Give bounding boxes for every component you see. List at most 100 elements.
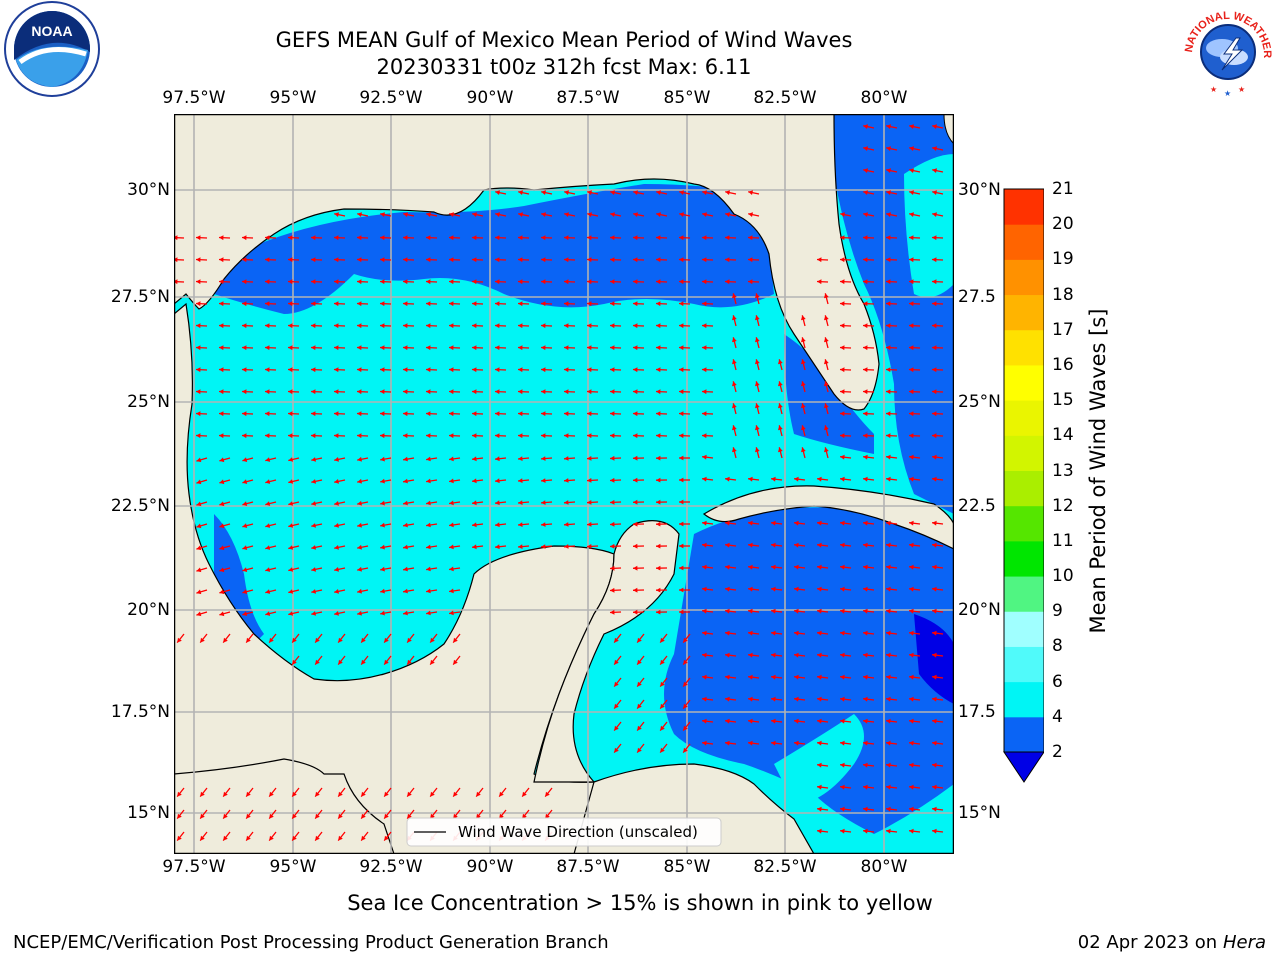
wave-arrow-head (315, 791, 320, 797)
wave-arrow-head (683, 659, 688, 665)
wave-arrow-head (311, 457, 317, 462)
wave-arrow-head (824, 293, 829, 299)
wave-arrow-head (196, 567, 202, 573)
wave-arrow-head (863, 411, 868, 417)
wave-arrow-head (679, 235, 684, 241)
wave-arrow-head (794, 476, 799, 482)
wave-arrow-head (541, 478, 546, 483)
wave-arrow-head (564, 433, 569, 439)
wave-arrow-head (196, 411, 201, 417)
wave-arrow-head (541, 522, 546, 527)
wave-arrow-head (403, 544, 408, 550)
colorbar-box (1004, 364, 1044, 401)
wave-arrow-head (384, 813, 389, 819)
wave-arrow-head (614, 681, 619, 687)
wave-arrow-head (702, 323, 707, 329)
lon-tick-bottom-4: 90°W (466, 857, 514, 877)
wave-arrow-head (265, 501, 271, 506)
wave-arrow-head (472, 411, 477, 417)
wave-arrow-head (748, 718, 753, 724)
wave-arrow-head (932, 586, 937, 592)
lon-tick-bottom-6: 85°W (663, 857, 711, 877)
wave-arrow-head (794, 564, 799, 570)
wave-arrow-head (932, 301, 937, 307)
wave-arrow-head (219, 367, 224, 373)
wave-arrow-head (679, 543, 684, 549)
wave-arrow-head (380, 456, 385, 462)
wave-arrow-head (380, 345, 385, 351)
wave-arrow-head (755, 359, 760, 365)
wave-arrow-head (863, 257, 868, 263)
wave-arrow-head (384, 659, 389, 665)
wave-arrow-head (863, 454, 868, 460)
wave-arrow-head (380, 478, 385, 484)
wave-arrow-head (637, 659, 642, 665)
wave-arrow-head (840, 367, 845, 373)
wave-arrow-head (196, 479, 202, 485)
lon-tick-bottom-1: 97.5°W (162, 857, 226, 877)
wave-arrow-head (702, 696, 707, 702)
wave-arrow-head (380, 279, 385, 285)
wave-arrow-head (679, 279, 684, 285)
colorbar-box (1004, 189, 1044, 225)
wave-arrow-head (338, 791, 343, 797)
wave-arrow-head (794, 520, 799, 526)
wave-arrow-head (932, 389, 937, 395)
lat-tick-left-4: 22.5°N (110, 496, 170, 516)
wave-arrow-head (633, 455, 638, 461)
wave-arrow-head (518, 190, 523, 195)
wave-arrow-head (794, 652, 799, 658)
wave-arrow-head (518, 478, 523, 483)
wave-arrow-head (824, 403, 829, 409)
wave-arrow-head (541, 389, 546, 395)
wave-arrow-head (725, 235, 730, 241)
wave-arrow-head (541, 235, 546, 241)
wave-arrow-head (288, 567, 294, 572)
host-name: Hera (1222, 932, 1266, 953)
lon-tick-top-4: 90°W (466, 88, 514, 108)
wave-arrow-head (748, 564, 753, 570)
lon-tick-top-2: 95°W (269, 88, 317, 108)
wave-arrow-head (564, 456, 569, 461)
wave-arrow-head (334, 367, 339, 373)
wave-arrow-head (886, 784, 891, 790)
wave-arrow-head (380, 389, 385, 395)
colorbar-box (1004, 716, 1044, 753)
wave-arrow-head (495, 500, 500, 506)
wave-arrow-head (495, 212, 500, 217)
wave-arrow-head (732, 425, 737, 431)
wave-arrow-head (702, 520, 707, 526)
wave-arrow-head (265, 367, 270, 373)
land-cuba (702, 485, 954, 550)
wave-arrow-head (610, 477, 615, 483)
wave-arrow-head (518, 411, 523, 417)
wave-arrow-head (794, 542, 799, 548)
wave-arrow-head (196, 457, 202, 463)
colorbar-box (1004, 329, 1044, 366)
wave-arrow-head (725, 542, 730, 548)
wave-arrow-head (794, 696, 799, 702)
wave-arrow-head (472, 544, 477, 550)
wave-arrow-head (357, 279, 362, 285)
wave-arrow-head (265, 235, 270, 241)
wave-arrow-head (453, 791, 458, 797)
wave-arrow-head (909, 696, 914, 702)
wave-arrow-head (449, 544, 454, 550)
wave-arrow-head (430, 813, 435, 819)
wave-arrow-head (219, 567, 225, 573)
wave-arrow-head (656, 411, 661, 417)
credit-text: NCEP/EMC/Verification Post Processing Pr… (13, 932, 609, 953)
wave-arrow-head (702, 564, 707, 570)
wave-arrow-head (288, 611, 294, 616)
wave-arrow-head (702, 279, 707, 285)
wave-arrow-head (311, 479, 317, 484)
wave-arrow-head (886, 124, 891, 129)
wave-arrow-head (403, 367, 408, 373)
wave-arrow-head (817, 564, 822, 570)
wave-arrow-head (656, 323, 661, 329)
wave-arrow-head (541, 500, 546, 505)
wave-arrow-head (518, 235, 523, 241)
wave-arrow-head (315, 637, 320, 643)
wave-arrow-head (587, 323, 592, 329)
wave-arrow-head (361, 791, 366, 797)
